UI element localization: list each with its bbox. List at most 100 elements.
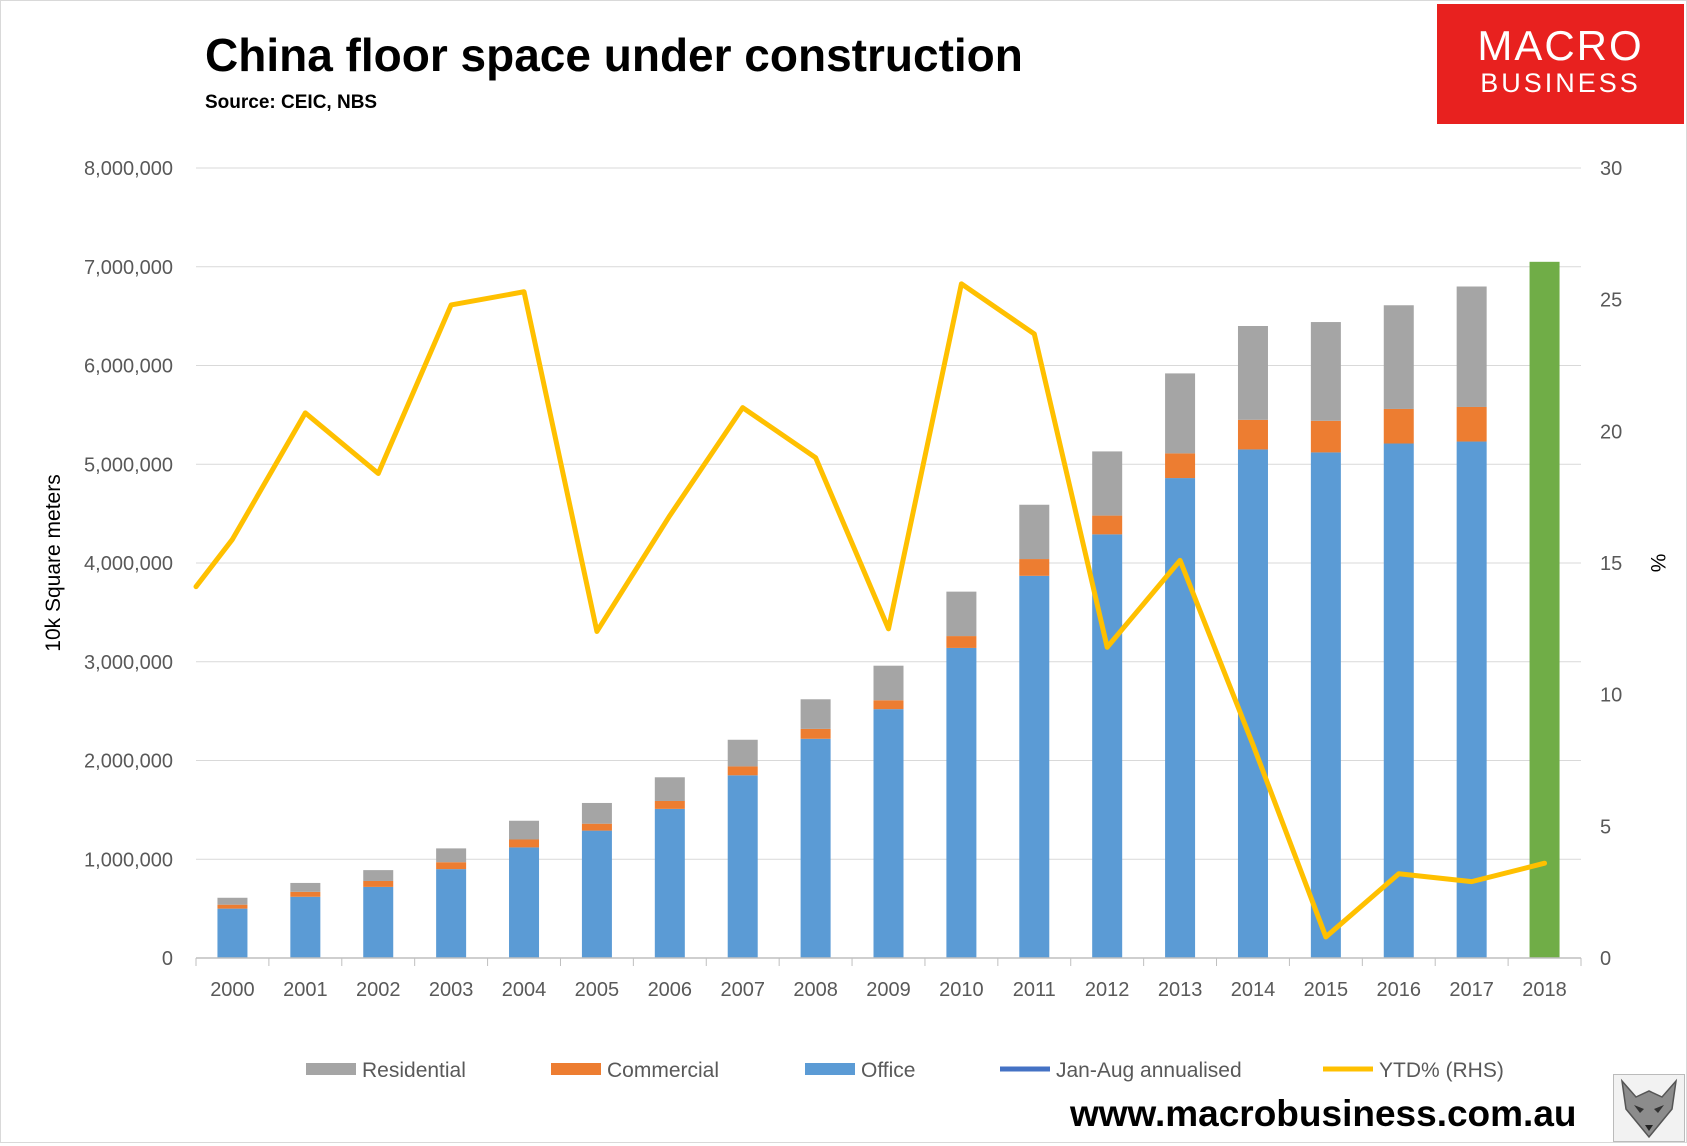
x-tick-label: 2006	[648, 979, 693, 1001]
bar-office	[290, 897, 320, 958]
bar-residential	[290, 883, 320, 892]
bar-commercial	[1092, 516, 1122, 535]
bar-office	[1311, 452, 1341, 958]
legend-swatch	[551, 1063, 601, 1075]
bar-residential	[1311, 322, 1341, 421]
x-tick-label: 2015	[1304, 979, 1349, 1001]
x-tick-label: 2000	[210, 979, 255, 1001]
bar-office	[1165, 478, 1195, 958]
bar-residential	[1019, 505, 1049, 559]
y-right-tick-label: 30	[1600, 158, 1622, 180]
x-tick-label: 2010	[939, 979, 984, 1001]
bar-commercial	[874, 700, 904, 709]
legend-swatch	[306, 1063, 356, 1075]
bar-commercial	[1311, 421, 1341, 453]
legend-label: Office	[861, 1059, 915, 1082]
bar-office	[363, 887, 393, 958]
bar-commercial	[801, 729, 831, 739]
y-tick-label: 3,000,000	[84, 652, 173, 674]
bar-commercial	[1457, 407, 1487, 442]
bar-residential	[1092, 451, 1122, 515]
y-tick-label: 8,000,000	[84, 158, 173, 180]
y-right-tick-label: 25	[1600, 290, 1622, 312]
bar-commercial	[290, 892, 320, 897]
x-tick-label: 2004	[502, 979, 547, 1001]
legend-label: YTD% (RHS)	[1379, 1059, 1504, 1082]
y-right-tick-label: 15	[1600, 553, 1622, 575]
bar-commercial	[655, 801, 685, 809]
bar-office	[509, 847, 539, 958]
bar-jan-aug-annualised	[1530, 262, 1560, 958]
x-tick-label: 2008	[793, 979, 838, 1001]
ytd-line	[196, 284, 1545, 937]
y-tick-label: 4,000,000	[84, 553, 173, 575]
x-tick-label: 2009	[866, 979, 911, 1001]
x-tick-label: 2003	[429, 979, 474, 1001]
y-right-tick-label: 20	[1600, 421, 1622, 443]
x-tick-label: 2013	[1158, 979, 1203, 1001]
fox-head-icon	[1613, 1074, 1685, 1142]
legend-label: Residential	[362, 1059, 466, 1082]
legend-label: Commercial	[607, 1059, 719, 1082]
bar-commercial	[1019, 559, 1049, 576]
bar-commercial	[363, 881, 393, 887]
y-axis-title: 10k Square meters	[42, 474, 65, 651]
bars	[217, 262, 1559, 958]
x-tick-label: 2011	[1013, 979, 1056, 1001]
bar-residential	[1238, 326, 1268, 420]
x-tick-label: 2002	[356, 979, 401, 1001]
bar-office	[801, 739, 831, 958]
y-tick-label: 6,000,000	[84, 356, 173, 378]
bar-office	[655, 809, 685, 958]
bar-residential	[874, 666, 904, 701]
bar-office	[217, 909, 247, 958]
bar-residential	[728, 740, 758, 767]
bar-commercial	[217, 905, 247, 909]
y-tick-label: 2,000,000	[84, 751, 173, 773]
bar-residential	[509, 821, 539, 840]
bar-office	[946, 648, 976, 958]
bar-residential	[363, 870, 393, 881]
bar-commercial	[436, 862, 466, 869]
bar-office	[436, 869, 466, 958]
x-tick-label: 2018	[1522, 979, 1567, 1001]
x-tick-label: 2012	[1085, 979, 1130, 1001]
y-right-tick-label: 0	[1600, 948, 1611, 970]
y-tick-label: 0	[162, 948, 173, 970]
bar-commercial	[582, 824, 612, 831]
bar-residential	[1384, 305, 1414, 409]
bar-office	[582, 831, 612, 958]
y-right-tick-label: 5	[1600, 816, 1611, 838]
bar-residential	[582, 803, 612, 824]
bar-office	[728, 775, 758, 958]
bar-commercial	[946, 636, 976, 648]
website-url: www.macrobusiness.com.au	[1070, 1093, 1577, 1135]
x-tick-label: 2007	[720, 979, 765, 1001]
bar-residential	[946, 592, 976, 636]
x-tick-label: 2016	[1377, 979, 1422, 1001]
bar-office	[874, 709, 904, 958]
bar-residential	[655, 777, 685, 801]
y-right-axis-title: %	[1646, 554, 1669, 573]
y-tick-label: 7,000,000	[84, 257, 173, 279]
x-tick-label: 2001	[283, 979, 328, 1001]
y-tick-label: 5,000,000	[84, 454, 173, 476]
bar-residential	[1457, 287, 1487, 407]
bar-residential	[436, 848, 466, 862]
x-tick-label: 2005	[575, 979, 620, 1001]
x-tick-label: 2014	[1231, 979, 1276, 1001]
bar-commercial	[1238, 420, 1268, 450]
legend-label: Jan-Aug annualised	[1056, 1059, 1242, 1082]
bar-commercial	[728, 766, 758, 775]
bar-office	[1019, 576, 1049, 958]
bar-commercial	[1165, 453, 1195, 478]
y-tick-label: 1,000,000	[84, 849, 173, 871]
bar-residential	[801, 699, 831, 729]
legend-swatch	[805, 1063, 855, 1075]
bar-residential	[1165, 373, 1195, 453]
bar-office	[1238, 449, 1268, 958]
y-right-tick-label: 10	[1600, 685, 1622, 707]
bar-commercial	[1384, 409, 1414, 444]
bar-commercial	[509, 840, 539, 848]
